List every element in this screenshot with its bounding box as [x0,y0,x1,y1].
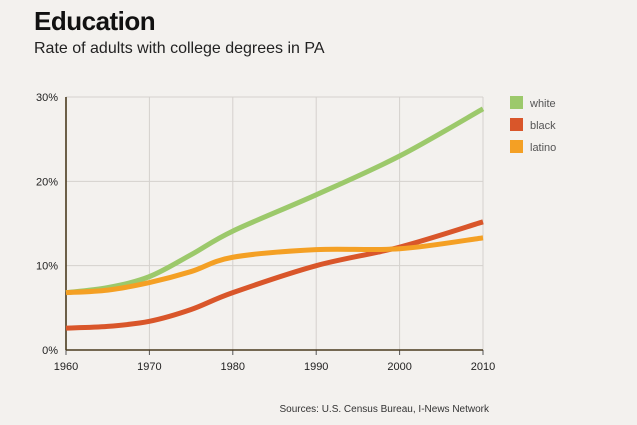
x-tick-label: 2010 [471,361,495,373]
legend: white black latino [510,96,556,154]
legend-swatch-black [510,118,523,131]
axes: 0% 10% 20% 30% 1960 1970 1980 1990 2000 2010 [36,92,495,373]
y-tick-label: 20% [36,176,58,188]
grid [66,96,484,350]
x-tick-label: 2000 [387,361,411,373]
x-tick-label: 1980 [221,361,245,373]
chart-subtitle: Rate of adults with college degrees in P… [34,40,325,57]
y-tick-label: 10% [36,261,58,273]
x-tick-label: 1960 [54,361,78,373]
legend-label-white: white [529,98,556,110]
x-tick-label: 1990 [304,361,328,373]
x-tick-label: 1970 [137,361,161,373]
series-lines [65,106,485,331]
chart-title: Education [34,6,156,36]
series-line-white [65,106,485,296]
series-line-black [65,219,484,331]
legend-swatch-latino [510,140,523,153]
legend-label-black: black [530,120,556,132]
legend-label-latino: latino [530,142,556,154]
legend-swatch-white [510,96,523,109]
y-tick-label: 30% [36,92,58,104]
series-line-latino [65,235,484,296]
source-note: Sources: U.S. Census Bureau, I-News Netw… [279,404,489,415]
y-tick-label: 0% [42,345,58,357]
